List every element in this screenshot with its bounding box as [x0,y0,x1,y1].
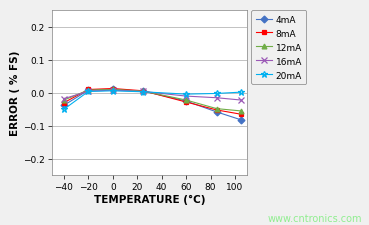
20mA [111,90,115,93]
16mA [214,97,219,100]
12mA [184,99,188,102]
4mA [239,119,243,122]
20mA [184,93,188,96]
4mA [184,100,188,103]
Line: 8mA: 8mA [62,87,244,117]
8mA [214,109,219,112]
Legend: 4mA, 8mA, 12mA, 16mA, 20mA: 4mA, 8mA, 12mA, 16mA, 20mA [251,11,306,85]
8mA [141,90,145,93]
16mA [86,90,90,93]
Y-axis label: ERROR ( % FS): ERROR ( % FS) [10,51,20,136]
12mA [111,89,115,91]
8mA [111,88,115,90]
Text: www.cntronics.com: www.cntronics.com [267,213,362,223]
20mA [86,91,90,93]
4mA [214,111,219,114]
12mA [141,90,145,93]
X-axis label: TEMPERATURE (°C): TEMPERATURE (°C) [94,194,205,204]
8mA [184,101,188,104]
20mA [214,93,219,95]
16mA [62,98,66,101]
20mA [239,91,243,94]
16mA [239,99,243,102]
Line: 12mA: 12mA [62,88,244,114]
4mA [86,89,90,92]
20mA [62,108,66,111]
8mA [62,102,66,105]
Line: 16mA: 16mA [61,88,244,103]
12mA [86,89,90,92]
4mA [111,89,115,91]
16mA [141,91,145,93]
4mA [141,90,145,93]
Line: 4mA: 4mA [62,88,244,123]
Line: 20mA: 20mA [61,88,245,113]
16mA [184,95,188,98]
12mA [62,99,66,102]
20mA [141,91,145,94]
12mA [239,110,243,113]
12mA [214,108,219,110]
4mA [62,104,66,107]
8mA [86,89,90,91]
8mA [239,113,243,116]
16mA [111,89,115,92]
